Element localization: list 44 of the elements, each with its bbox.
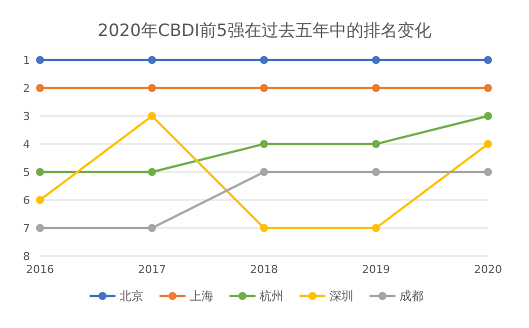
legend-label: 成都 (400, 289, 424, 303)
x-tick-label: 2018 (250, 263, 278, 276)
point (484, 56, 492, 64)
point (484, 168, 492, 176)
legend-label: 上海 (190, 289, 214, 303)
x-tick-label: 2020 (474, 263, 502, 276)
point (260, 224, 268, 232)
x-tick-label: 2019 (362, 263, 390, 276)
point (372, 56, 380, 64)
point (260, 140, 268, 148)
point (484, 112, 492, 120)
point (148, 112, 156, 120)
point (372, 168, 380, 176)
chart-title: 2020年CBDI前5强在过去五年中的排名变化 (98, 21, 432, 41)
point (372, 84, 380, 92)
point (372, 140, 380, 148)
y-tick-label: 4 (23, 138, 30, 151)
point (36, 168, 44, 176)
point (260, 56, 268, 64)
point (148, 56, 156, 64)
legend-label: 北京 (120, 289, 144, 303)
point (484, 84, 492, 92)
point (148, 224, 156, 232)
point (148, 84, 156, 92)
point (484, 140, 492, 148)
y-tick-label: 3 (23, 110, 30, 123)
point (36, 56, 44, 64)
y-tick-label: 7 (23, 222, 30, 235)
y-tick-label: 1 (23, 54, 30, 67)
x-tick-label: 2016 (26, 263, 54, 276)
y-tick-label: 8 (23, 250, 30, 263)
y-tick-label: 6 (23, 194, 30, 207)
point (260, 84, 268, 92)
legend-label: 深圳 (330, 289, 354, 303)
point (148, 168, 156, 176)
y-tick-label: 5 (23, 166, 30, 179)
point (260, 168, 268, 176)
y-tick-label: 2 (23, 82, 30, 95)
point (36, 224, 44, 232)
x-tick-label: 2017 (138, 263, 166, 276)
point (36, 84, 44, 92)
legend-label: 杭州 (258, 289, 284, 303)
point (36, 196, 44, 204)
point (372, 224, 380, 232)
